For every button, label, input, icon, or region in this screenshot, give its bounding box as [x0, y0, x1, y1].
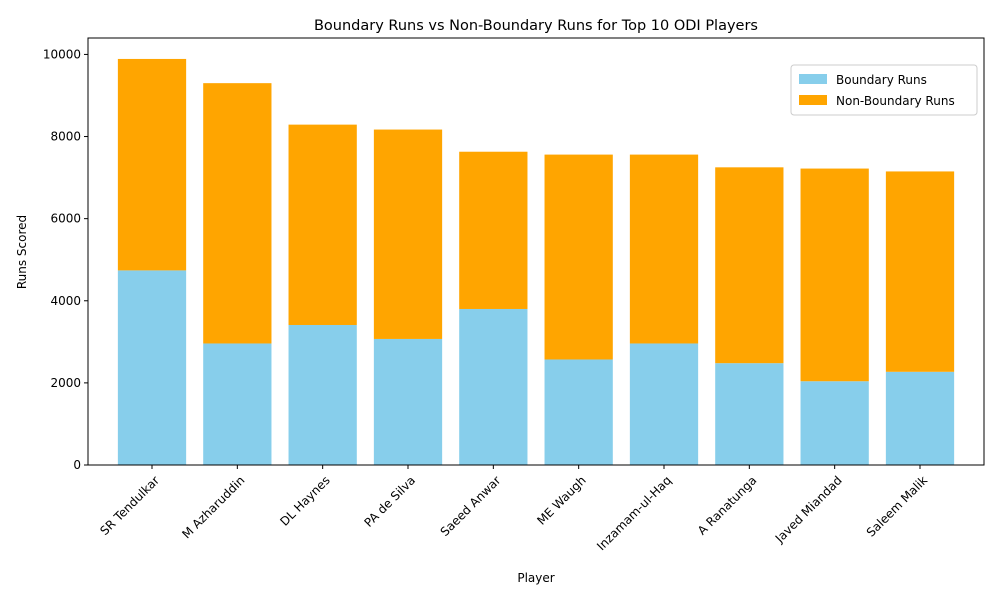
x-tick-label: A Ranatunga — [695, 473, 760, 538]
bar-boundary-4 — [459, 308, 528, 465]
y-tick-label: 8000 — [50, 130, 81, 144]
bar-non-boundary-7 — [715, 167, 784, 364]
x-tick-label: Saleem Malik — [864, 473, 930, 539]
x-tick-label: Inzamam-ul-Haq — [594, 473, 674, 553]
bar-non-boundary-3 — [373, 129, 443, 339]
bar-non-boundary-8 — [800, 168, 869, 382]
y-tick-label: 10000 — [43, 47, 81, 61]
legend-swatch-0 — [799, 74, 827, 84]
y-tick-label: 0 — [73, 458, 81, 472]
legend-swatch-1 — [799, 95, 827, 105]
x-tick-label: Javed Miandad — [772, 473, 845, 546]
y-tick-label: 2000 — [50, 376, 81, 390]
x-tick-label: SR Tendulkar — [97, 473, 162, 538]
legend: Boundary Runs Non-Boundary Runs — [790, 64, 978, 116]
legend-box — [790, 64, 978, 116]
bar-non-boundary-1 — [203, 83, 272, 344]
bar-boundary-7 — [715, 363, 784, 465]
bars-group — [117, 58, 955, 465]
y-axis-label: Runs Scored — [15, 215, 29, 289]
x-axis-label: Player — [517, 571, 554, 585]
bar-boundary-9 — [885, 371, 955, 465]
bar-non-boundary-5 — [544, 154, 613, 360]
y-tick-label: 6000 — [50, 212, 81, 226]
bar-boundary-5 — [544, 359, 613, 465]
bar-boundary-3 — [373, 338, 443, 465]
bar-non-boundary-2 — [288, 124, 357, 325]
chart-title: Boundary Runs vs Non-Boundary Runs for T… — [314, 18, 758, 34]
x-axis-ticks: SR Tendulkar M Azharuddin DL Haynes PA de S… — [97, 465, 930, 553]
bar-non-boundary-9 — [885, 171, 955, 372]
x-tick-label: Saeed Anwar — [438, 473, 504, 539]
bar-boundary-0 — [117, 270, 187, 465]
x-tick-label: M Azharuddin — [179, 473, 247, 541]
bar-boundary-8 — [800, 381, 869, 465]
legend-label-1: Non-Boundary Runs — [836, 94, 955, 108]
bar-boundary-1 — [203, 343, 272, 465]
y-axis-ticks: 0 2000 4000 6000 8000 10000 — [43, 47, 88, 472]
legend-label-0: Boundary Runs — [836, 73, 927, 87]
bar-non-boundary-4 — [459, 151, 528, 309]
x-tick-label: ME Waugh — [534, 473, 588, 527]
bar-non-boundary-6 — [629, 154, 699, 344]
x-tick-label: PA de Silva — [362, 473, 419, 530]
bar-boundary-6 — [629, 343, 699, 465]
x-tick-label: DL Haynes — [277, 473, 332, 528]
plot-frame — [87, 37, 985, 466]
bar-non-boundary-0 — [117, 58, 187, 271]
bar-boundary-2 — [288, 324, 357, 465]
y-tick-label: 4000 — [50, 294, 81, 308]
